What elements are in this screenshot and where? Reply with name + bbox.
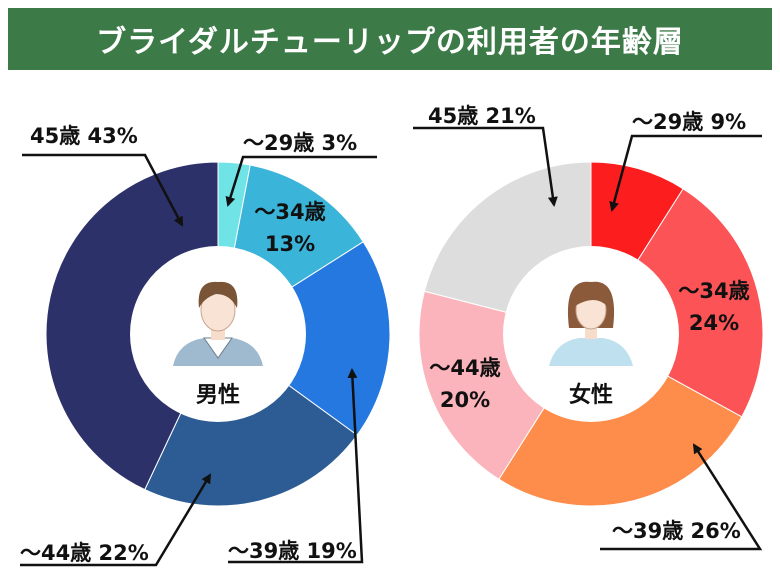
slice-label: 〜29歳 3% xyxy=(243,131,357,155)
label-leader-line xyxy=(20,473,212,567)
slice-label-age: 〜44歳 xyxy=(429,356,500,380)
label-leader-line xyxy=(225,155,377,207)
slice-label-percent: 20% xyxy=(440,388,490,412)
center-label: 男性 xyxy=(196,383,240,408)
label-leader-line xyxy=(228,368,364,564)
label-leader-line xyxy=(600,443,763,551)
slice-3 xyxy=(498,333,743,507)
donut-chart-2: 女性 〜29歳 9% 〜34歳 24% 〜39歳 26% 〜44歳 20% 45歳 21% xyxy=(413,104,764,551)
label-leader-line xyxy=(413,126,558,207)
female-icon xyxy=(549,281,633,366)
slice-label: 〜39歳 26% xyxy=(612,519,741,543)
slice-label: 〜44歳 22% xyxy=(20,541,149,565)
label-leader-line xyxy=(22,153,184,227)
title-bar: ブライダルチューリップの利用者の年齢層 xyxy=(8,8,772,70)
slice-2 xyxy=(590,188,764,418)
slice-label: 〜39歳 19% xyxy=(228,539,357,563)
slice-label-age: 〜34歳 xyxy=(678,279,749,303)
label-leader-line xyxy=(609,134,762,212)
slice-label-age: 〜34歳 xyxy=(254,200,325,224)
male-icon xyxy=(173,281,263,366)
slice-label: 45歳 43% xyxy=(30,124,138,148)
donut-chart-1: 男性 〜29歳 3% 〜34歳 13% 〜39歳 19% 〜44歳 22% 45歳 43% xyxy=(20,124,391,567)
slice-label-percent: 13% xyxy=(265,232,315,256)
slice-label-percent: 24% xyxy=(689,311,739,335)
slice-label: 〜29歳 9% xyxy=(632,110,746,134)
center-label: 女性 xyxy=(569,382,613,408)
chart-title: ブライダルチューリップの利用者の年齢層 xyxy=(96,25,684,60)
slice-label: 45歳 21% xyxy=(428,104,536,128)
